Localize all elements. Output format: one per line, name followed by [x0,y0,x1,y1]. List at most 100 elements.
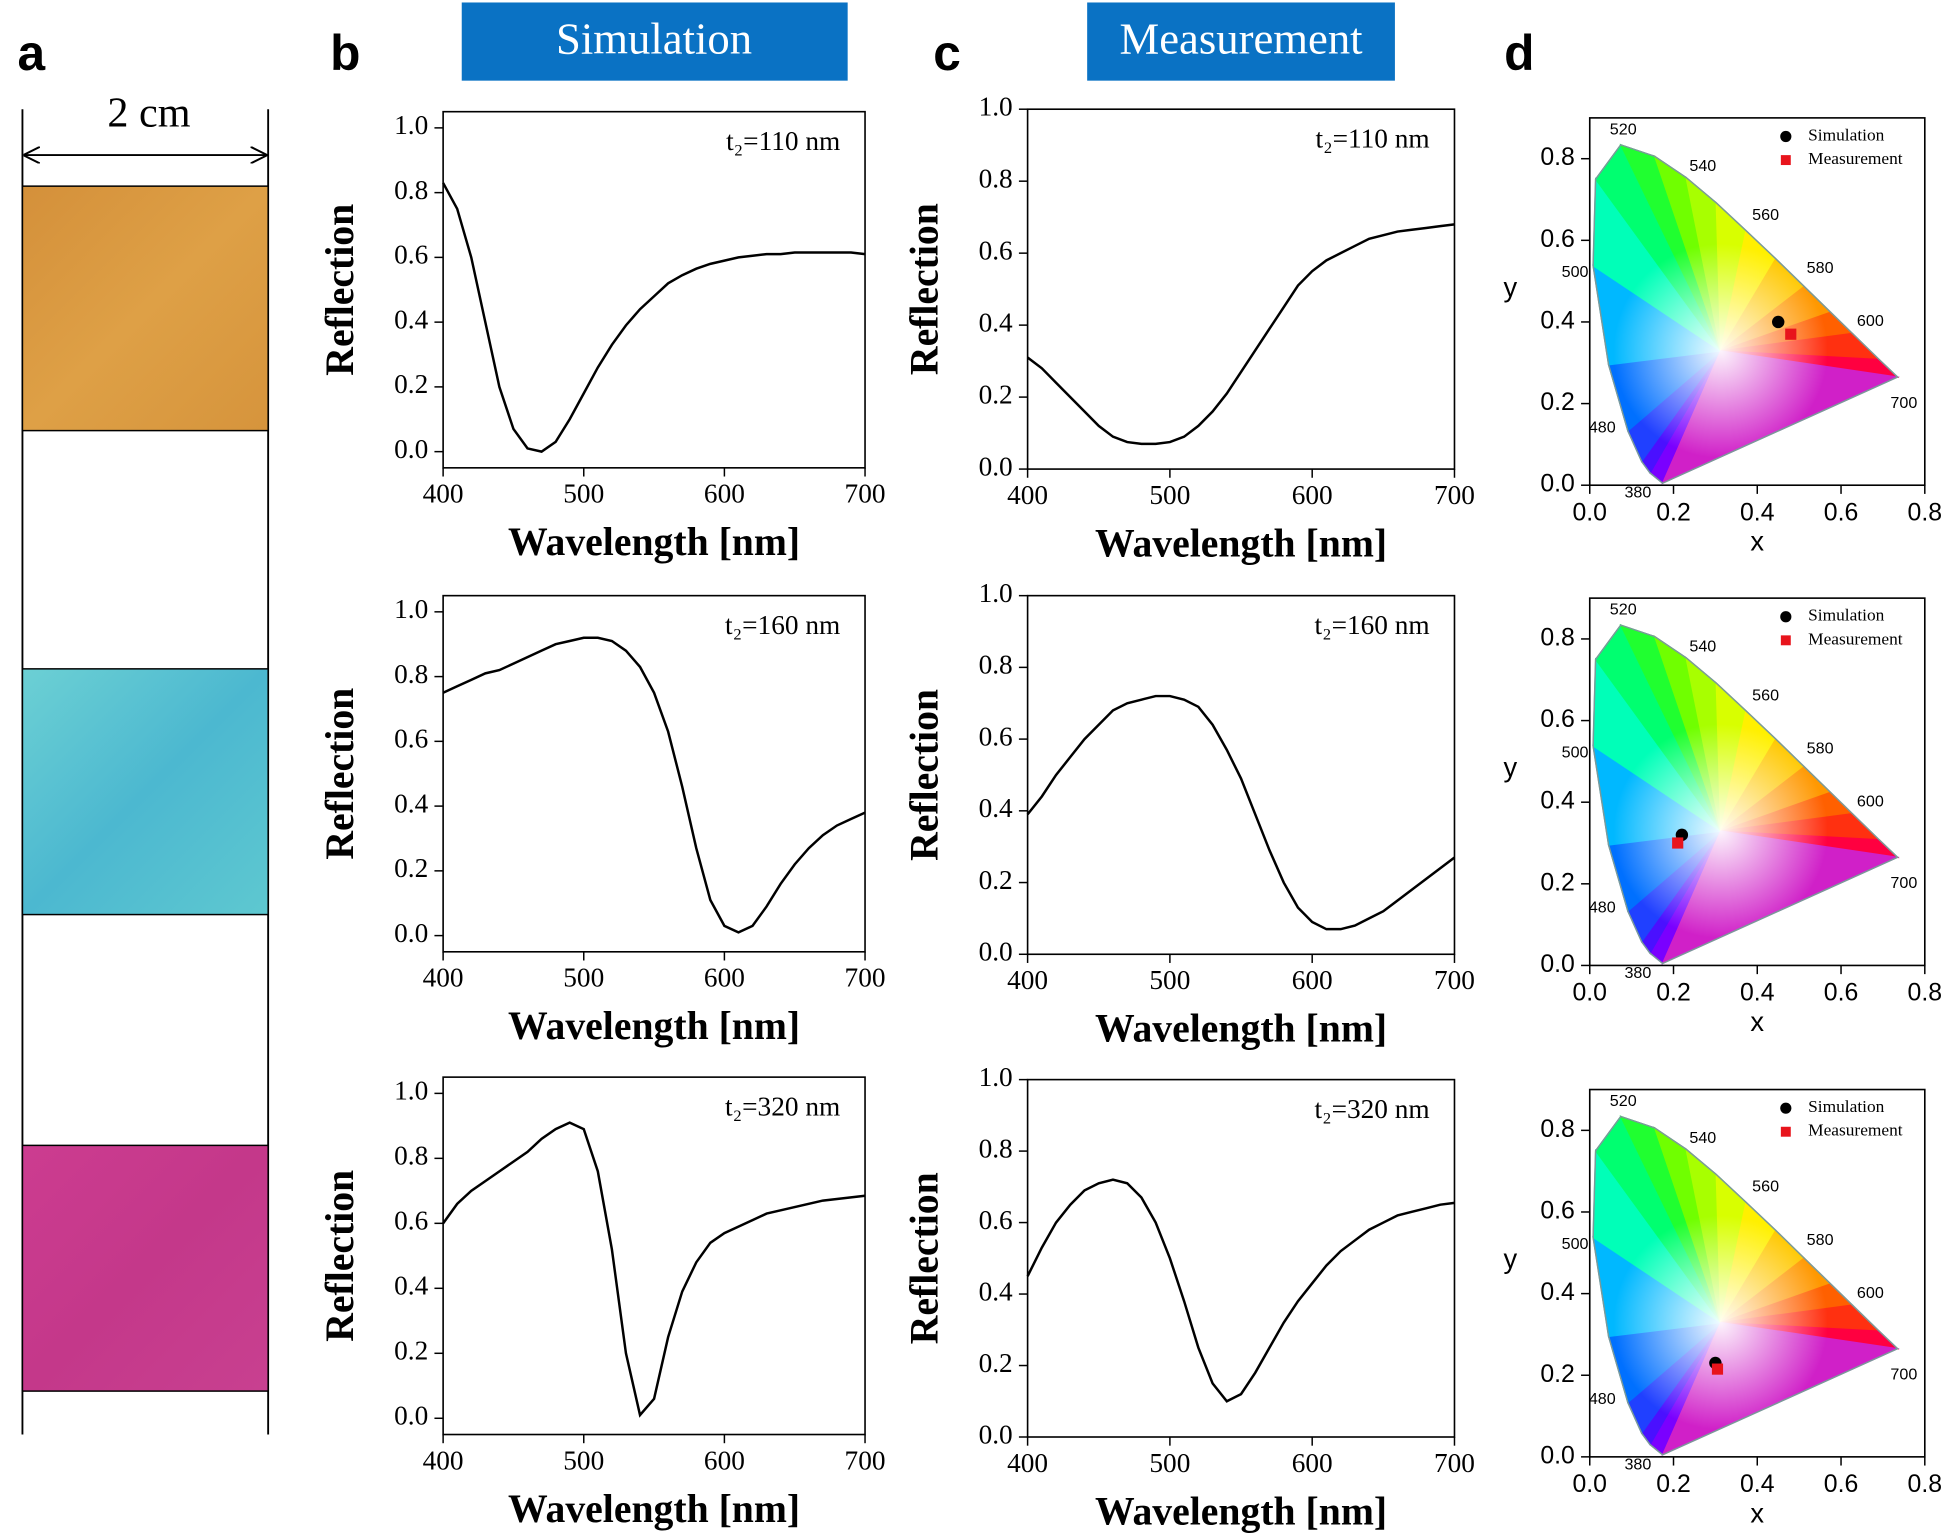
y-tick-label: 0.0 [1540,1442,1574,1469]
locus-label: 500 [1562,743,1589,761]
x-tick-label: 700 [1434,965,1475,995]
sample-photo [21,668,269,916]
x-tick-label: 0.6 [1824,1471,1858,1498]
y-tick-label: 0.6 [1540,1198,1574,1225]
locus-label: 700 [1890,1365,1917,1383]
y-tick-label: 1.0 [394,594,428,624]
locus-label: 500 [1562,1235,1589,1253]
y-tick-label: 0.0 [394,434,428,464]
locus-label: 600 [1857,312,1884,330]
y-tick-label: 0.0 [1540,951,1574,978]
y-tick-label: 0.4 [394,1271,428,1301]
locus-label: 560 [1752,686,1779,704]
y-tick-label: 0.6 [1540,706,1574,733]
gamut [1592,1115,1900,1457]
y-tick-label: 0.4 [1540,788,1575,815]
plot-frame [442,1076,866,1436]
x-tick-label: 0.4 [1740,1471,1775,1498]
plot-frame [442,594,866,953]
x-tick-label: 600 [704,1445,745,1475]
y-tick-label: 0.8 [394,1141,428,1171]
x-tick-label: 700 [845,1445,886,1475]
point [1711,1363,1724,1375]
x-tick-label: 0.8 [1908,499,1942,526]
y-tick-label: 0.6 [979,721,1013,751]
gamut-glow [1593,1116,1898,1455]
x-tick-label: 500 [563,1445,604,1475]
gamut [1592,143,1900,485]
x-tick-label: 600 [704,963,745,993]
x-axis-label: Wavelength [nm] [508,1487,800,1531]
annotation: t₂=160 nm [725,610,840,640]
y-tick-label: 0.4 [979,1276,1013,1306]
y-axis-label: Reflection [902,203,946,375]
locus-label: 380 [1624,484,1651,502]
y-tick-label: 0.2 [979,1348,1013,1378]
x-tick-label: 500 [563,479,604,509]
y-tick-label: 0.4 [394,304,428,334]
x-tick-label: 0.6 [1824,499,1858,526]
y-tick-label: 0.6 [394,240,428,270]
header-box [1087,2,1395,81]
gamut [1592,623,1900,965]
y-axis-label: Reflection [902,1172,946,1344]
y-tick-label: 0.8 [1540,624,1574,651]
y-tick-label: 0.6 [394,1206,428,1236]
locus-label: 560 [1752,206,1779,224]
x-tick-label: 0.0 [1573,1471,1607,1498]
gamut-glow [1593,625,1898,964]
locus-label: 580 [1807,739,1834,757]
x-axis-label: x [1750,1497,1764,1528]
y-tick-label: 0.2 [979,379,1013,409]
x-tick-label: 700 [1434,1448,1475,1478]
y-tick-label: 0.4 [1540,1279,1575,1306]
x-tick-label: 700 [845,963,886,993]
panel-label: c [933,25,961,81]
y-tick-label: 0.8 [394,175,428,205]
locus-label: 600 [1857,1284,1884,1302]
y-tick-label: 0.6 [979,1205,1013,1235]
y-tick-label: 0.4 [1540,308,1575,335]
locus-label: 380 [1624,1455,1651,1473]
x-axis-label: Wavelength [nm] [1095,1007,1387,1051]
x-axis-label: x [1750,526,1764,557]
x-tick-label: 0.0 [1573,499,1607,526]
y-axis-label: y [1503,752,1517,783]
header: Simulation [556,14,752,64]
panel-label: d [1504,25,1534,81]
x-tick-label: 600 [1292,480,1333,510]
x-axis-label: x [1750,1006,1764,1037]
y-axis-label: y [1503,271,1517,302]
line [1026,694,1456,931]
point [1772,315,1785,329]
legend-marker [1780,130,1792,143]
locus-label: 540 [1689,1129,1716,1147]
legend-label: Measurement [1808,149,1903,168]
y-tick-label: 0.2 [394,369,428,399]
y-axis-label: Reflection [318,1170,362,1342]
point [1785,328,1797,340]
locus-label: 560 [1752,1178,1779,1196]
y-tick-label: 0.0 [1540,471,1574,498]
x-tick-label: 0.4 [1740,499,1775,526]
legend-marker [1780,611,1792,623]
x-tick-label: 600 [1292,965,1333,995]
y-tick-label: 0.8 [979,1133,1013,1163]
locus-label: 580 [1807,1231,1834,1249]
x-tick-label: 600 [1292,1448,1333,1478]
x-tick-label: 400 [1007,965,1048,995]
annotation: t₂=110 nm [1316,124,1430,154]
x-tick-label: 500 [563,963,604,993]
x-tick-label: 400 [1007,480,1048,510]
locus-label: 500 [1562,263,1589,281]
legend-label: Simulation [1808,125,1885,144]
locus-label: 700 [1890,874,1917,892]
y-axis-label: Reflection [902,689,946,861]
header-box [461,2,848,81]
line [442,1121,866,1418]
locus-outline [1592,1115,1899,1456]
x-tick-label: 600 [704,479,745,509]
x-tick-label: 400 [423,1445,464,1475]
x-tick-label: 0.8 [1908,980,1942,1007]
y-tick-label: 0.8 [1540,144,1574,171]
